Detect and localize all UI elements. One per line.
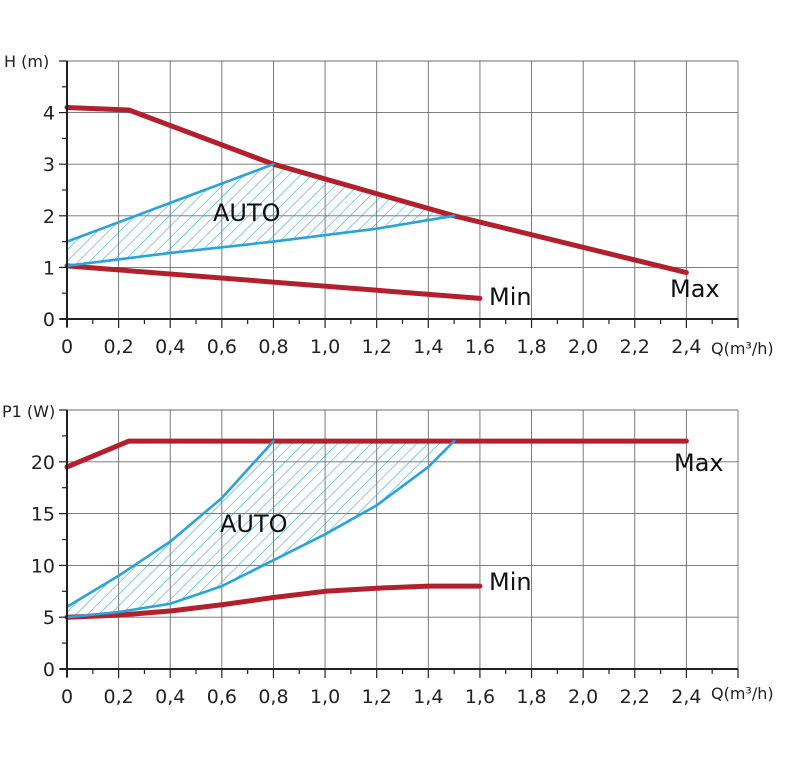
power-chart-x-tick-label: 1,6 <box>465 686 495 708</box>
power-chart-y-tick-label: 0 <box>43 659 55 681</box>
head-chart-x-tick-label: 1,8 <box>516 336 546 358</box>
power-chart-auto-label: AUTO <box>220 510 288 538</box>
head-chart-y-tick-label: 3 <box>43 154 55 176</box>
head-chart-x-tick-label: 0 <box>61 336 73 358</box>
head-chart-x-tick-label: 2,2 <box>620 336 650 358</box>
head-chart-x-tick-label: 2,4 <box>671 336 701 358</box>
head-chart-series <box>64 104 689 301</box>
head-chart-max-label: Max <box>670 275 720 303</box>
power-chart-x-tick-label: 0,4 <box>155 686 185 708</box>
power-chart-y-tick-label: 5 <box>43 607 55 629</box>
power-chart-x-tick-label: 0 <box>61 686 73 708</box>
power-chart-x-tick-label: 0,8 <box>258 686 288 708</box>
power-chart-y-tick-label: 15 <box>31 504 55 526</box>
head-chart: 0 0,2 0,4 0,6 0,8 1,0 1,2 1,4 1,6 1,8 2,0 2,2 2,4 0 1 2… <box>4 52 774 358</box>
power-chart-x-axis-title: Q(m³/h) <box>711 684 774 703</box>
power-chart-max-label: Max <box>674 449 724 477</box>
power-chart-auto-region <box>67 441 455 618</box>
power-chart-series-max <box>64 438 689 470</box>
power-chart-x-tick-label: 2,0 <box>568 686 598 708</box>
power-chart-x-tick-label: 1,0 <box>310 686 340 708</box>
power-chart-min-label: Min <box>489 568 532 596</box>
power-chart-y-tick-label: 20 <box>31 452 55 474</box>
power-chart-x-tick-label: 1,2 <box>362 686 392 708</box>
power-chart-ticks: 0 0,2 0,4 0,6 0,8 1,0 1,2 1,4 1,6 1,8 2,0 2,2 2,4 0 5 1… <box>31 452 702 708</box>
head-chart-ticks: 0 0,2 0,4 0,6 0,8 1,0 1,2 1,4 1,6 1,8 2,0 2,2 2,4 0 1 2… <box>43 103 702 358</box>
head-chart-series-auto-2 <box>65 214 456 268</box>
head-chart-series-auto-1 <box>65 162 275 243</box>
head-chart-x-tick-label: 0,4 <box>155 336 185 358</box>
head-chart-axes <box>59 60 739 328</box>
power-chart-series <box>64 438 689 620</box>
power-chart-series-min <box>64 583 483 620</box>
head-chart-x-tick-label: 0,6 <box>207 336 237 358</box>
head-chart-y-tick-label: 0 <box>43 309 55 331</box>
power-chart-x-tick-label: 2,4 <box>671 686 701 708</box>
power-chart-axes <box>59 409 739 678</box>
power-chart-series-auto-2 <box>65 439 456 619</box>
head-chart-x-tick-label: 1,6 <box>465 336 495 358</box>
power-chart-x-tick-label: 2,2 <box>620 686 650 708</box>
head-chart-y-tick-label: 4 <box>43 103 55 125</box>
power-chart-y-tick-label: 10 <box>31 555 55 577</box>
head-chart-x-tick-label: 2,0 <box>568 336 598 358</box>
power-chart-x-tick-label: 0,2 <box>104 686 134 708</box>
power-chart: 0 0,2 0,4 0,6 0,8 1,0 1,2 1,4 1,6 1,8 2,0 2,2 2,4 0 5 1… <box>2 402 774 708</box>
head-chart-x-tick-label: 1,2 <box>362 336 392 358</box>
power-chart-x-tick-label: 1,4 <box>413 686 443 708</box>
power-chart-x-tick-label: 1,8 <box>516 686 546 708</box>
head-chart-x-tick-label: 0,8 <box>258 336 288 358</box>
head-chart-x-axis-title: Q(m³/h) <box>711 339 774 358</box>
head-chart-series-min <box>64 263 483 301</box>
head-chart-y-axis-title: H (m) <box>4 52 49 71</box>
power-chart-y-axis-title: P1 (W) <box>2 402 55 421</box>
head-chart-y-tick-label: 1 <box>43 257 55 279</box>
head-chart-y-tick-label: 2 <box>43 206 55 228</box>
power-chart-series-auto-1 <box>65 439 275 609</box>
power-chart-x-tick-label: 0,6 <box>207 686 237 708</box>
head-chart-grid <box>66 60 739 320</box>
head-chart-x-tick-label: 1,4 <box>413 336 443 358</box>
head-chart-min-label: Min <box>489 283 532 311</box>
head-chart-x-tick-label: 1,0 <box>310 336 340 358</box>
head-chart-x-tick-label: 0,2 <box>104 336 134 358</box>
head-chart-auto-label: AUTO <box>213 199 281 227</box>
